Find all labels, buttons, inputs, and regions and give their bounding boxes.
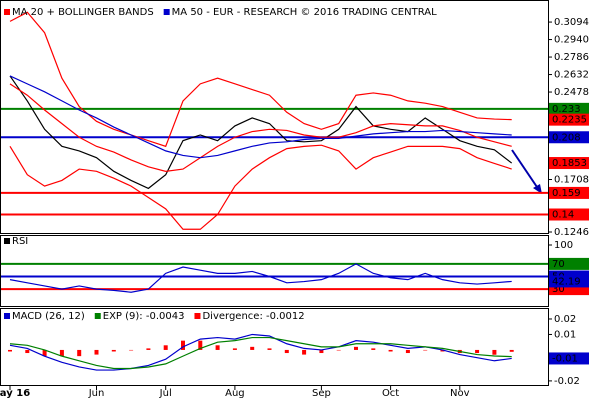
legend-swatch xyxy=(4,238,10,244)
divergence-bar xyxy=(319,349,324,354)
legend-swatch xyxy=(4,313,10,319)
legend-swatch xyxy=(194,313,201,319)
divergence-bar xyxy=(198,340,203,350)
divergence-bar xyxy=(388,349,393,352)
level-label: 0.208 xyxy=(552,132,581,143)
divergence-bar xyxy=(163,345,168,350)
divergence-bar xyxy=(215,345,220,350)
y-tick-label: 0.2940 xyxy=(554,35,589,46)
y-tick-label: 100 xyxy=(554,240,573,251)
y-tick-label: 0.01 xyxy=(554,329,576,340)
divergence-bar xyxy=(59,349,64,357)
level-box xyxy=(549,131,589,144)
divergence-bar xyxy=(475,349,480,354)
divergence-bar xyxy=(336,349,341,351)
divergence-bar xyxy=(509,349,514,352)
x-tick-label: Aug xyxy=(225,388,245,399)
y-tick-label: -0.02 xyxy=(554,376,580,387)
current-value-label: 0.2235 xyxy=(552,115,587,126)
y-tick-label: 0.1708 xyxy=(554,175,589,186)
divergence-bar xyxy=(267,348,272,350)
x-tick-label: May 16 xyxy=(0,388,30,399)
x-tick-label: Sep xyxy=(312,388,331,399)
current-value-box xyxy=(549,275,589,288)
divergence-bar xyxy=(371,348,376,350)
y-tick-label: 0.3094 xyxy=(554,17,589,28)
current-value-label: 0.1853 xyxy=(552,158,587,169)
divergence-bar xyxy=(302,349,307,355)
x-tick-label: Nov xyxy=(450,388,470,399)
level-box xyxy=(549,102,589,115)
series-line xyxy=(9,263,512,293)
divergence-bar xyxy=(405,349,410,354)
y-tick-label: 0.02 xyxy=(554,314,576,325)
legend-label: MA 20 + BOLLINGER BANDS xyxy=(12,7,154,18)
level-label: 0.233 xyxy=(552,104,581,115)
divergence-bar xyxy=(25,349,30,354)
price-panel xyxy=(0,0,549,234)
y-tick-label: 0.2632 xyxy=(554,70,589,81)
divergence-bar xyxy=(94,349,99,355)
divergence-bar xyxy=(284,349,289,354)
level-label: 0.14 xyxy=(552,210,574,221)
y-tick-label: 0.2786 xyxy=(554,52,589,63)
divergence-bar xyxy=(77,349,82,357)
level-box xyxy=(549,186,589,199)
current-value-box xyxy=(549,113,589,126)
y-tick-label: 0.1246 xyxy=(554,227,589,238)
level-label: 0.159 xyxy=(552,188,581,199)
trend-arrow xyxy=(511,149,540,191)
arrow-head xyxy=(533,184,542,194)
series-line xyxy=(9,144,512,230)
divergence-bar xyxy=(440,349,445,352)
divergence-bar xyxy=(354,346,358,350)
legend-label: MACD (26, 12) xyxy=(12,311,85,322)
current-value-box xyxy=(549,157,589,170)
current-value-label: -0.01 xyxy=(552,353,578,364)
series-line xyxy=(9,75,512,159)
divergence-bar xyxy=(8,349,12,352)
level-label: 70 xyxy=(552,259,565,270)
current-value-box xyxy=(549,352,589,365)
current-value-label: 42.19 xyxy=(552,276,581,287)
divergence-bar xyxy=(42,349,47,357)
macd-panel xyxy=(0,308,549,386)
rsi-panel xyxy=(0,235,549,307)
legend-label: Divergence: -0.0012 xyxy=(202,311,304,322)
level-box xyxy=(549,257,589,270)
divergence-bar xyxy=(250,346,255,350)
series-line xyxy=(9,11,512,148)
divergence-bar xyxy=(423,349,428,351)
legend-label: EXP (9): -0.0043 xyxy=(103,311,185,322)
divergence-bar xyxy=(492,349,497,355)
series-line xyxy=(9,75,513,190)
divergence-bar xyxy=(232,348,237,350)
legend-label: MA 50 - EUR - RESEARCH © 2016 TRADING CE… xyxy=(172,7,437,18)
series-line xyxy=(9,83,512,172)
divergence-bar xyxy=(129,349,134,351)
legend-swatch xyxy=(4,9,10,15)
legend-label: RSI xyxy=(12,236,28,247)
divergence-bar xyxy=(181,340,185,350)
series-line xyxy=(9,336,512,370)
divergence-bar xyxy=(146,348,151,350)
x-tick-label: Jun xyxy=(88,388,105,399)
level-label: 30 xyxy=(552,284,565,295)
series-line xyxy=(9,333,512,371)
legend-swatch xyxy=(94,313,101,319)
divergence-bar xyxy=(111,349,116,352)
x-tick-label: Jul xyxy=(159,388,172,399)
legend-swatch xyxy=(163,9,170,15)
level-box xyxy=(549,208,589,221)
y-tick-label: 0.2478 xyxy=(554,87,589,98)
x-tick-label: Oct xyxy=(382,388,399,399)
